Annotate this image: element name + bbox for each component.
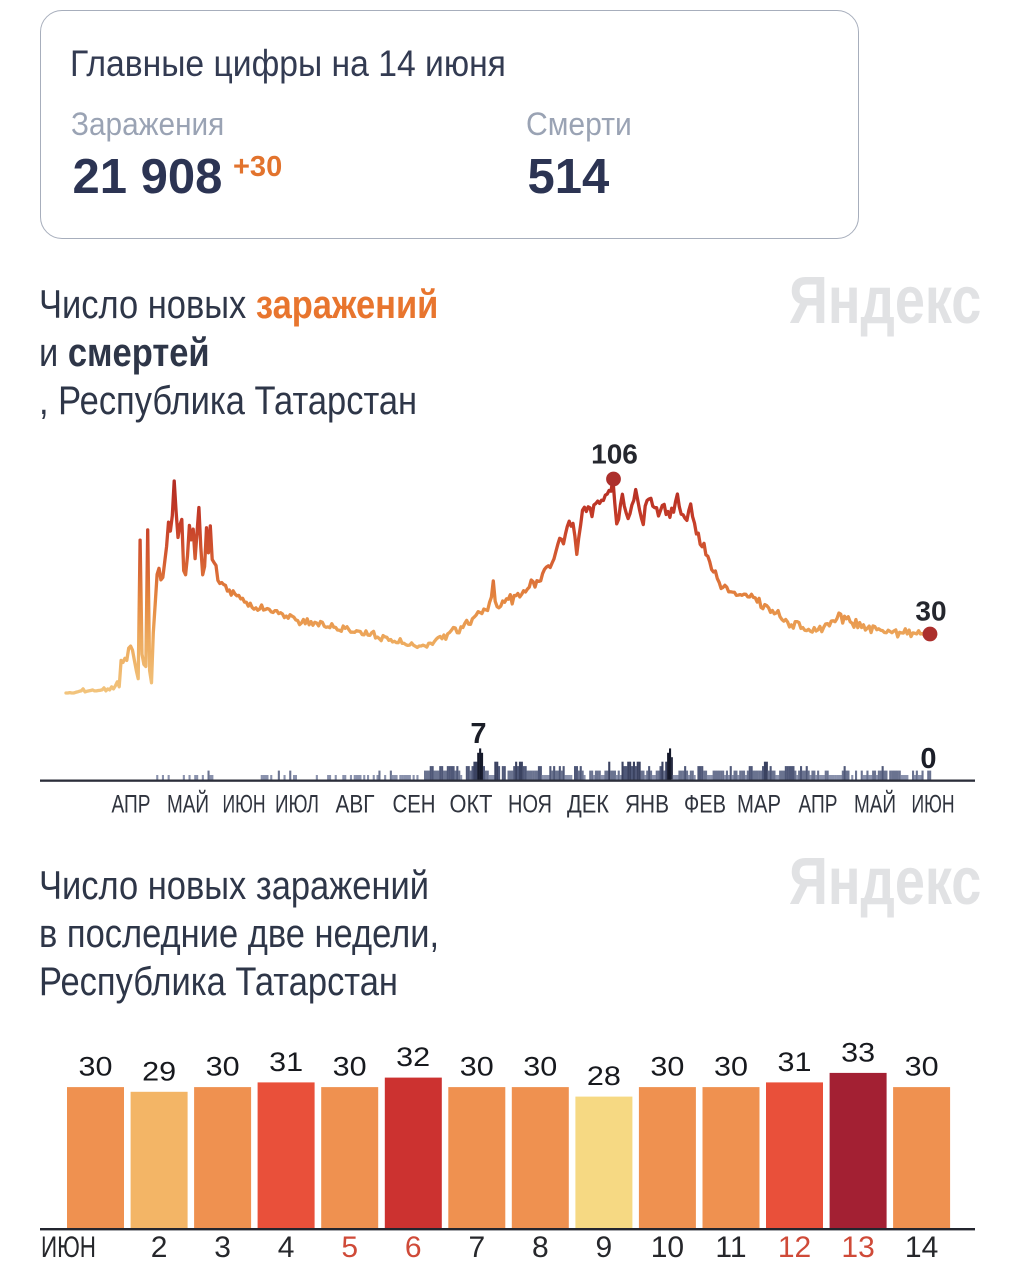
svg-text:33: 33 xyxy=(841,1040,875,1067)
svg-text:8: 8 xyxy=(532,1231,549,1264)
svg-text:2: 2 xyxy=(151,1231,168,1264)
svg-text:12: 12 xyxy=(778,1231,811,1264)
svg-text:31: 31 xyxy=(778,1047,812,1077)
svg-text:30: 30 xyxy=(206,1052,240,1082)
svg-text:106: 106 xyxy=(591,439,638,470)
svg-text:ИЮН: ИЮН xyxy=(912,791,955,819)
svg-text:АПР: АПР xyxy=(799,791,838,819)
svg-text:10: 10 xyxy=(651,1231,684,1264)
svg-text:28: 28 xyxy=(587,1061,621,1091)
svg-text:30: 30 xyxy=(650,1052,684,1082)
svg-text:30: 30 xyxy=(915,596,946,627)
svg-text:0: 0 xyxy=(920,743,936,775)
svg-text:ДЕК: ДЕК xyxy=(567,791,609,819)
svg-text:30: 30 xyxy=(79,1052,113,1082)
svg-text:ОКТ: ОКТ xyxy=(450,791,493,819)
svg-text:32: 32 xyxy=(396,1042,430,1072)
svg-text:4: 4 xyxy=(278,1231,295,1264)
svg-text:ИЮН: ИЮН xyxy=(223,791,266,819)
svg-text:11: 11 xyxy=(715,1231,746,1264)
svg-text:6: 6 xyxy=(405,1231,422,1264)
svg-text:АПР: АПР xyxy=(112,791,151,819)
svg-text:30: 30 xyxy=(460,1052,494,1082)
svg-text:МАЙ: МАЙ xyxy=(167,789,209,819)
svg-text:ЯНВ: ЯНВ xyxy=(625,791,669,819)
svg-text:7: 7 xyxy=(470,718,486,750)
svg-text:ИЮЛ: ИЮЛ xyxy=(275,791,319,819)
svg-text:АВГ: АВГ xyxy=(336,791,375,819)
svg-text:31: 31 xyxy=(269,1047,303,1077)
svg-text:30: 30 xyxy=(523,1052,557,1082)
svg-text:7: 7 xyxy=(468,1231,485,1264)
svg-text:9: 9 xyxy=(596,1231,613,1264)
svg-text:14: 14 xyxy=(905,1231,938,1264)
svg-text:5: 5 xyxy=(341,1231,358,1264)
svg-text:29: 29 xyxy=(142,1056,176,1086)
svg-text:30: 30 xyxy=(905,1052,939,1082)
svg-text:НОЯ: НОЯ xyxy=(508,791,552,819)
svg-text:ИЮН: ИЮН xyxy=(41,1231,96,1264)
svg-text:30: 30 xyxy=(333,1052,367,1082)
svg-text:13: 13 xyxy=(841,1231,874,1264)
svg-text:ФЕВ: ФЕВ xyxy=(684,791,726,819)
svg-text:3: 3 xyxy=(214,1231,231,1264)
svg-text:СЕН: СЕН xyxy=(393,791,436,819)
svg-text:МАР: МАР xyxy=(737,791,781,819)
svg-text:МАЙ: МАЙ xyxy=(854,789,896,819)
svg-text:30: 30 xyxy=(714,1052,748,1082)
